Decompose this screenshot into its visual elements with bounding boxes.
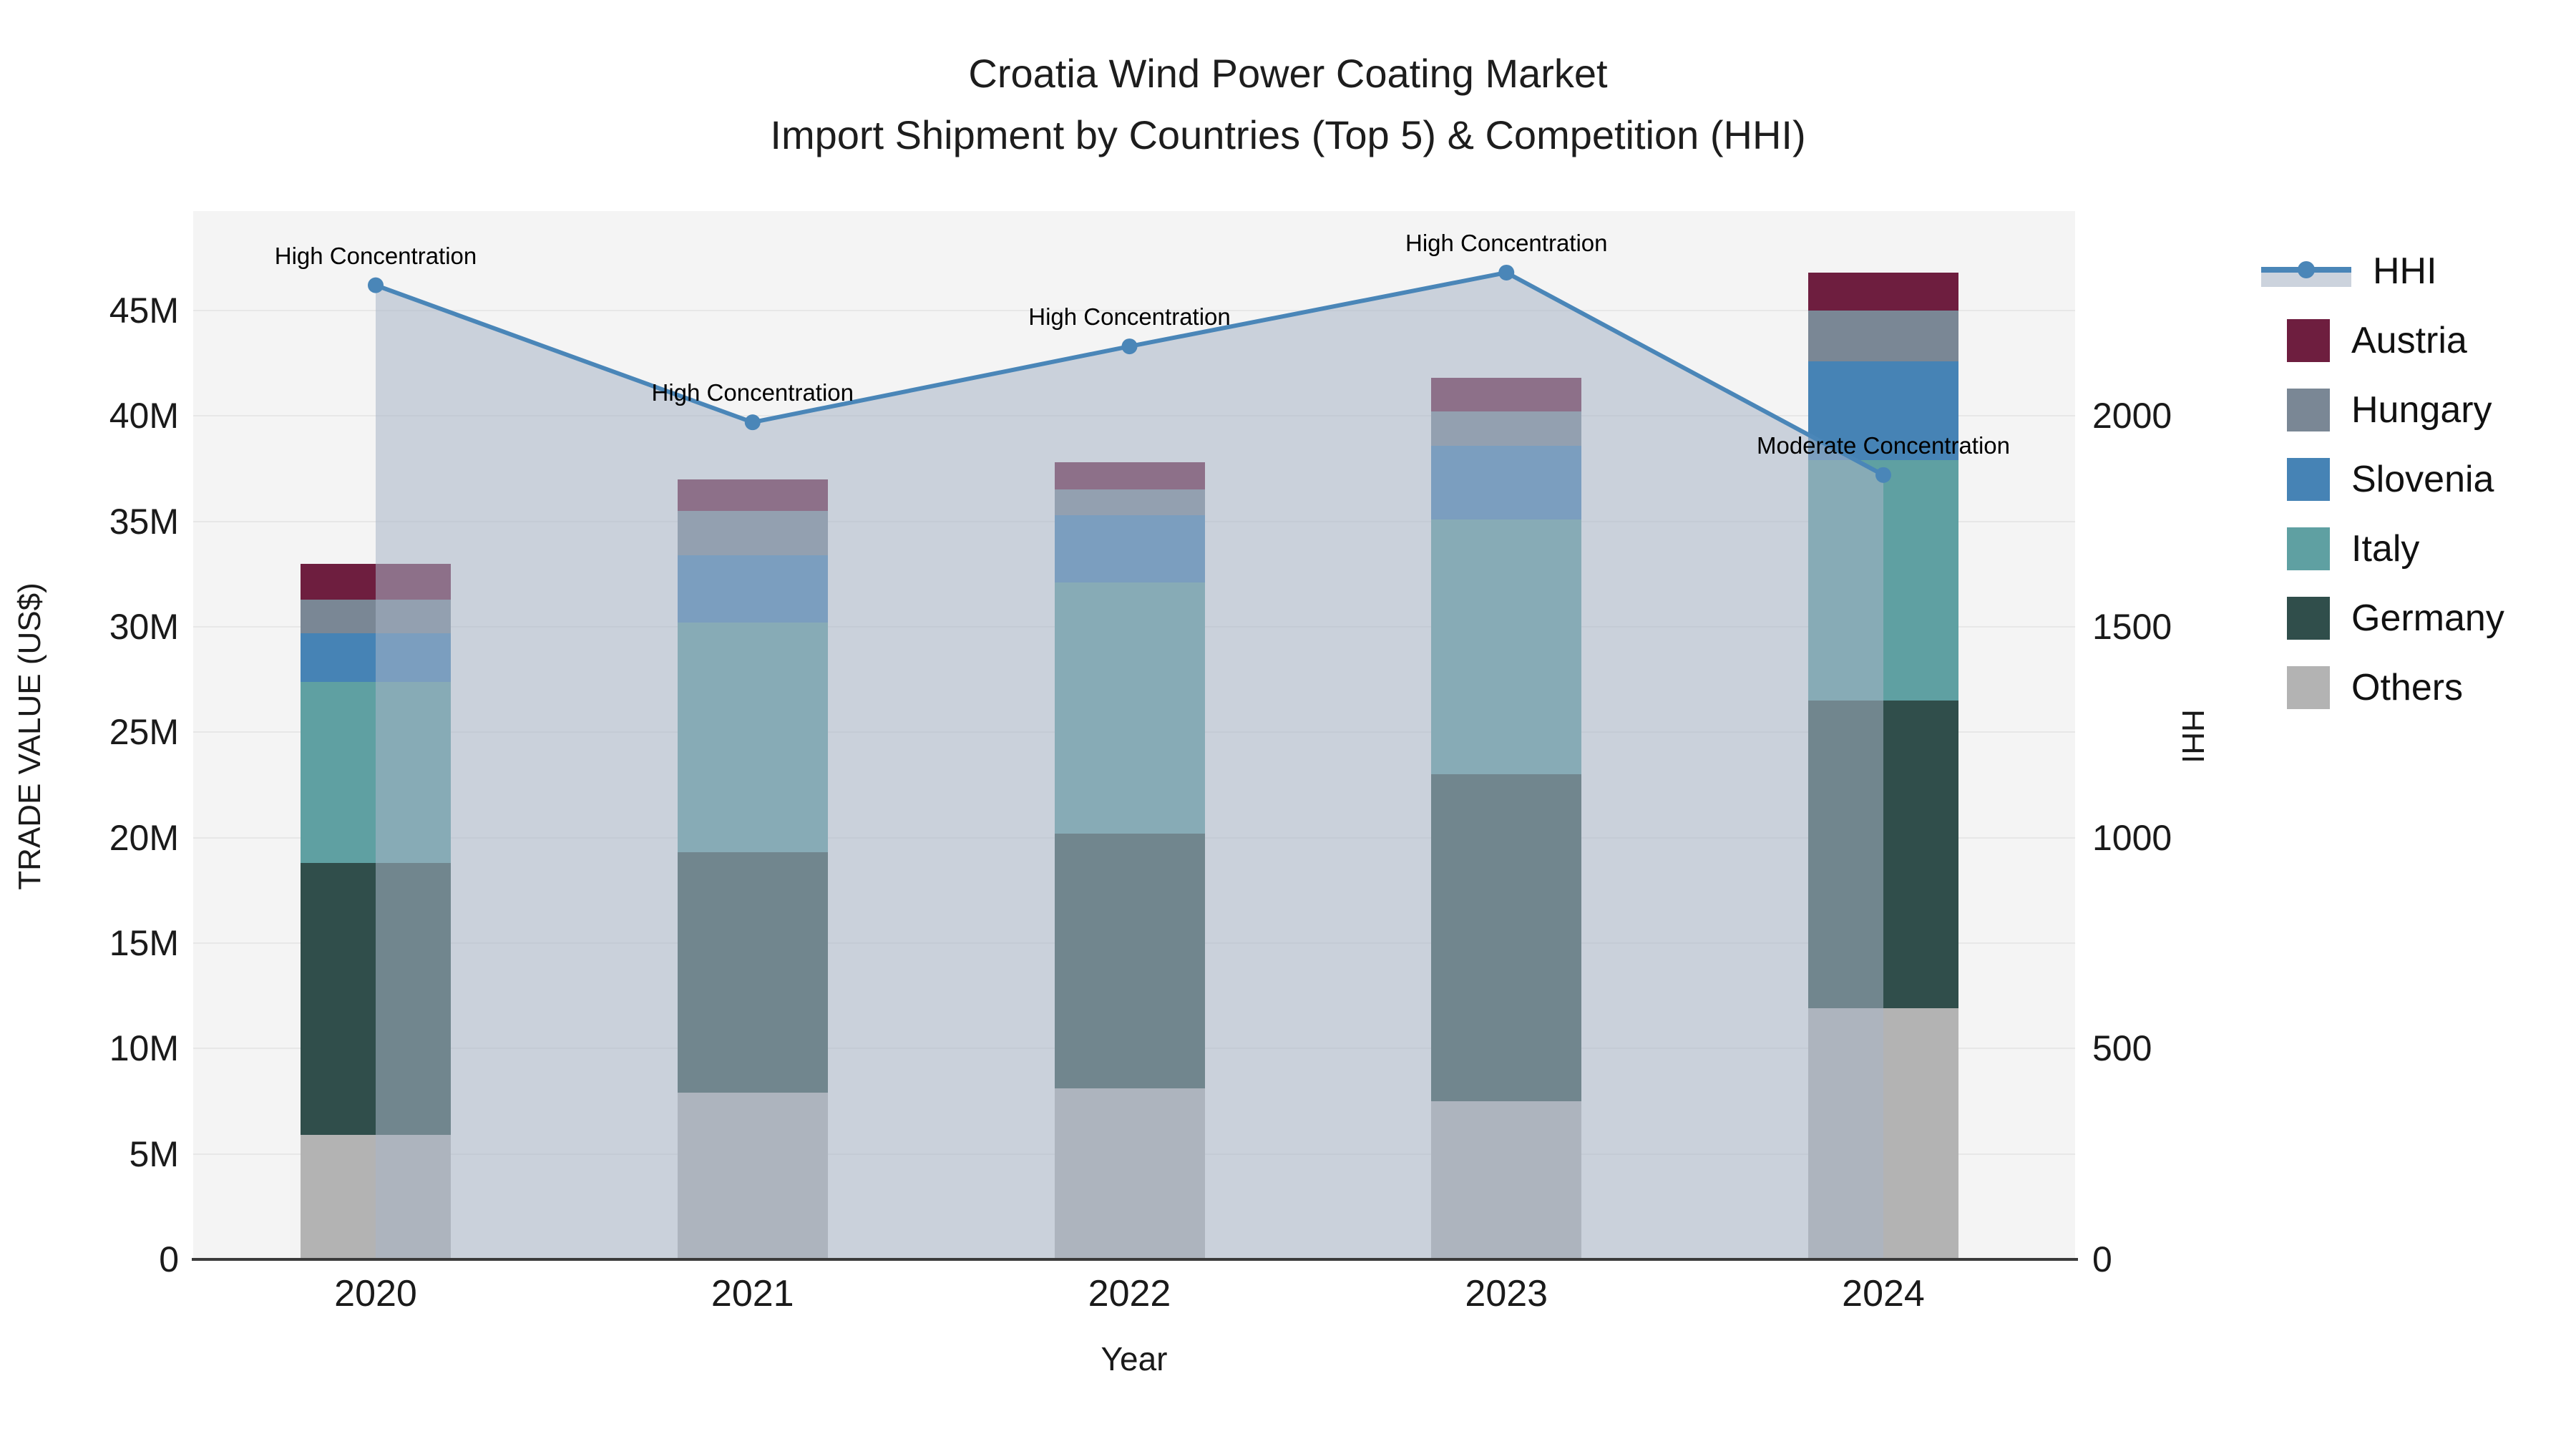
annotation-2022: High Concentration bbox=[1028, 303, 1231, 331]
bar-segment-hungary-2024[interactable] bbox=[1808, 310, 1958, 361]
bar-segment-austria-2021[interactable] bbox=[677, 479, 828, 511]
legend-swatch-austria bbox=[2287, 318, 2330, 362]
bar-segment-others-2024[interactable] bbox=[1808, 1008, 1958, 1259]
y-left-tick-label: 20M bbox=[109, 817, 179, 858]
y-left-tick-label: 0 bbox=[159, 1239, 179, 1279]
bar-segment-italy-2023[interactable] bbox=[1431, 519, 1582, 775]
bar-segment-austria-2020[interactable] bbox=[301, 563, 451, 600]
bar-segment-italy-2022[interactable] bbox=[1054, 582, 1205, 834]
bar-segment-hungary-2020[interactable] bbox=[301, 599, 451, 633]
bar-segment-italy-2021[interactable] bbox=[677, 623, 828, 853]
y-right-tick-label: 2000 bbox=[2092, 396, 2172, 436]
annotation-2024: Moderate Concentration bbox=[1756, 431, 2011, 459]
bar-segment-slovenia-2023[interactable] bbox=[1431, 445, 1582, 519]
legend-item-austria[interactable]: Austria bbox=[2261, 306, 2569, 375]
legend-swatch-hungary bbox=[2287, 388, 2330, 431]
x-axis-title: Year bbox=[1101, 1340, 1168, 1377]
bar-segment-austria-2022[interactable] bbox=[1054, 462, 1205, 490]
annotation-2020: High Concentration bbox=[274, 242, 477, 269]
bar-segment-italy-2020[interactable] bbox=[301, 681, 451, 863]
bar-segment-slovenia-2021[interactable] bbox=[677, 555, 828, 623]
legend-label: Italy bbox=[2351, 527, 2420, 570]
y-right-tick-label: 0 bbox=[2092, 1239, 2112, 1279]
y-right-axis-title: HHI bbox=[2175, 709, 2210, 763]
bar-segment-germany-2021[interactable] bbox=[677, 852, 828, 1093]
bar-segment-slovenia-2022[interactable] bbox=[1054, 514, 1205, 583]
y-left-tick-label: 25M bbox=[109, 712, 179, 753]
legend-item-hungary[interactable]: Hungary bbox=[2261, 375, 2569, 444]
legend-label: Germany bbox=[2351, 597, 2504, 639]
bar-segment-others-2023[interactable] bbox=[1431, 1101, 1582, 1259]
bar-segment-others-2020[interactable] bbox=[301, 1135, 451, 1259]
legend-label: Slovenia bbox=[2351, 458, 2494, 500]
legend: HHI Austria Hungary Slovenia Italy Germany Oth… bbox=[2261, 236, 2569, 722]
legend-label: Hungary bbox=[2351, 389, 2492, 431]
bar-segment-hungary-2022[interactable] bbox=[1054, 489, 1205, 515]
y-left-tick-label: 10M bbox=[109, 1028, 179, 1069]
chart-title-line2: Import Shipment by Countries (Top 5) & C… bbox=[770, 112, 1806, 157]
chart-title: Croatia Wind Power Coating Market Import… bbox=[0, 43, 2576, 166]
bar-segment-others-2022[interactable] bbox=[1054, 1088, 1205, 1259]
annotation-2023: High Concentration bbox=[1405, 229, 1608, 256]
hhi-legend-glyph bbox=[2261, 250, 2351, 293]
legend-swatch-germany bbox=[2287, 596, 2330, 640]
legend-label: HHI bbox=[2373, 250, 2437, 292]
y-right-tick-label: 1500 bbox=[2092, 606, 2172, 647]
x-tick-label: 2021 bbox=[711, 1273, 794, 1314]
bar-segment-austria-2024[interactable] bbox=[1808, 272, 1958, 311]
bar-segment-hungary-2021[interactable] bbox=[677, 510, 828, 555]
bar-segment-austria-2023[interactable] bbox=[1431, 378, 1582, 412]
x-tick-label: 2023 bbox=[1465, 1273, 1548, 1314]
y-right-tick-label: 1000 bbox=[2092, 817, 2172, 858]
y-left-tick-label: 15M bbox=[109, 922, 179, 963]
y-right-tick-label: 500 bbox=[2092, 1028, 2152, 1069]
x-tick-label: 2024 bbox=[1842, 1273, 1925, 1314]
legend-swatch-slovenia bbox=[2287, 457, 2330, 501]
legend-item-germany[interactable]: Germany bbox=[2261, 583, 2569, 653]
gridline bbox=[193, 415, 2075, 417]
x-tick-label: 2020 bbox=[334, 1273, 417, 1314]
y-left-tick-label: 40M bbox=[109, 396, 179, 436]
legend-item-others[interactable]: Others bbox=[2261, 653, 2569, 722]
y-left-tick-label: 35M bbox=[109, 501, 179, 542]
x-tick-label: 2022 bbox=[1088, 1273, 1171, 1314]
legend-swatch-others bbox=[2287, 665, 2330, 709]
y-left-tick-label: 45M bbox=[109, 290, 179, 331]
annotation-2021: High Concentration bbox=[651, 379, 854, 406]
bar-segment-germany-2020[interactable] bbox=[301, 863, 451, 1136]
bar-segment-germany-2024[interactable] bbox=[1808, 701, 1958, 1009]
bar-segment-slovenia-2020[interactable] bbox=[301, 633, 451, 682]
legend-label: Others bbox=[2351, 666, 2464, 708]
y-left-tick-label: 30M bbox=[109, 606, 179, 647]
bar-segment-hungary-2023[interactable] bbox=[1431, 411, 1582, 446]
y-left-tick-label: 5M bbox=[129, 1133, 179, 1174]
hhi-legend-marker-dot bbox=[2298, 260, 2315, 278]
legend-item-hhi[interactable]: HHI bbox=[2261, 236, 2569, 306]
legend-swatch-italy bbox=[2287, 527, 2330, 570]
legend-item-slovenia[interactable]: Slovenia bbox=[2261, 444, 2569, 514]
legend-label: Austria bbox=[2351, 319, 2467, 361]
legend-item-italy[interactable]: Italy bbox=[2261, 514, 2569, 583]
chart-title-line1: Croatia Wind Power Coating Market bbox=[968, 51, 1608, 96]
bar-segment-germany-2022[interactable] bbox=[1054, 833, 1205, 1089]
bar-segment-germany-2023[interactable] bbox=[1431, 774, 1582, 1101]
y-left-axis-title: TRADE VALUE (US$) bbox=[12, 582, 47, 890]
bar-segment-italy-2024[interactable] bbox=[1808, 460, 1958, 701]
x-axis-line bbox=[192, 1258, 2078, 1261]
bar-segment-others-2021[interactable] bbox=[677, 1093, 828, 1259]
